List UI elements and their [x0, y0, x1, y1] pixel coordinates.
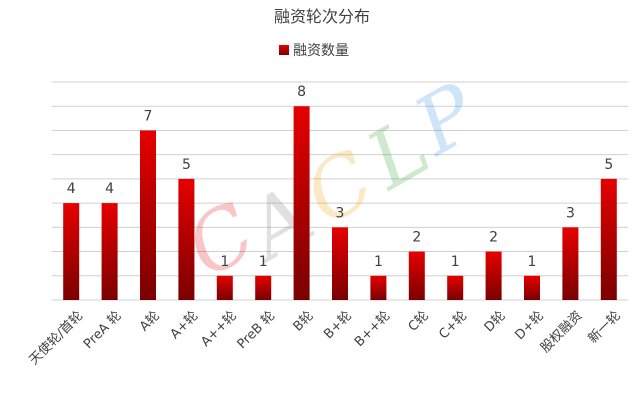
data-label: 4 [67, 181, 76, 197]
x-tick-label: A++轮 [198, 308, 239, 349]
legend-swatch [279, 45, 289, 55]
data-label: 2 [412, 230, 421, 246]
bar [332, 227, 348, 300]
x-tick-label: D+轮 [512, 308, 547, 343]
x-tick-label: B+轮 [321, 308, 355, 342]
bar [485, 251, 502, 300]
chart-title: 融资轮次分布 [274, 7, 370, 26]
data-label: 2 [489, 230, 498, 246]
bar [101, 203, 118, 300]
data-label: 4 [105, 181, 114, 197]
x-tick-label: A+轮 [168, 308, 202, 342]
bar [178, 178, 195, 300]
bar [216, 275, 233, 300]
bar [140, 130, 156, 300]
x-tick-label: 股权融资 [537, 308, 585, 356]
bar [370, 275, 387, 300]
data-label: 1 [259, 254, 268, 270]
bar [600, 178, 617, 300]
data-label: 7 [144, 108, 153, 124]
data-label: 1 [374, 254, 383, 270]
x-tick-label: C轮 [406, 308, 432, 334]
legend-label: 融资数量 [293, 43, 349, 59]
x-tick-label: 天使轮/首轮 [26, 308, 86, 368]
bar [293, 106, 310, 300]
bar [408, 251, 425, 300]
x-tick-label: 新一轮 [585, 308, 624, 347]
bar [255, 275, 272, 300]
x-tick-label: A轮 [137, 308, 163, 334]
data-label: 1 [451, 254, 460, 270]
data-label: 3 [336, 205, 345, 221]
x-tick-label: PreA 轮 [81, 308, 125, 352]
bar [447, 275, 464, 300]
bar [524, 275, 540, 300]
x-tick-label: C+轮 [436, 308, 470, 342]
bar [63, 203, 80, 300]
data-label: 8 [297, 84, 306, 100]
x-tick-label: D轮 [482, 308, 509, 335]
data-label: 5 [182, 157, 191, 173]
data-label: 1 [528, 254, 537, 270]
data-label: 1 [220, 254, 229, 270]
x-tick-label: B轮 [291, 308, 317, 334]
data-label: 3 [566, 205, 575, 221]
data-label: 5 [604, 157, 613, 173]
bar [562, 227, 579, 300]
x-tick-label: B++轮 [352, 308, 394, 350]
x-tick-label: PreB 轮 [235, 308, 279, 352]
